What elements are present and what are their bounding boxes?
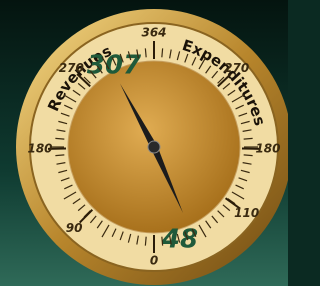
tick-label: 180	[255, 141, 280, 155]
tick-label: 364	[141, 26, 166, 40]
tick-label: 0	[150, 254, 158, 268]
minor-tick	[145, 237, 146, 246]
minor-tick	[244, 155, 253, 156]
tick-label: 270	[59, 61, 84, 75]
tick-label: 180	[27, 141, 52, 155]
minor-tick	[162, 237, 163, 246]
minor-tick	[244, 138, 253, 139]
tick-label: 110	[234, 206, 259, 220]
hub	[148, 141, 160, 153]
gauge-widget: Revenues Expenditures 307 48 03649018027…	[0, 0, 288, 286]
tick-label: 270	[224, 61, 249, 75]
tick-label: 90	[66, 221, 83, 235]
minor-tick	[145, 48, 146, 57]
minor-tick	[162, 48, 163, 57]
minor-tick	[55, 155, 64, 156]
minor-tick	[55, 138, 64, 139]
